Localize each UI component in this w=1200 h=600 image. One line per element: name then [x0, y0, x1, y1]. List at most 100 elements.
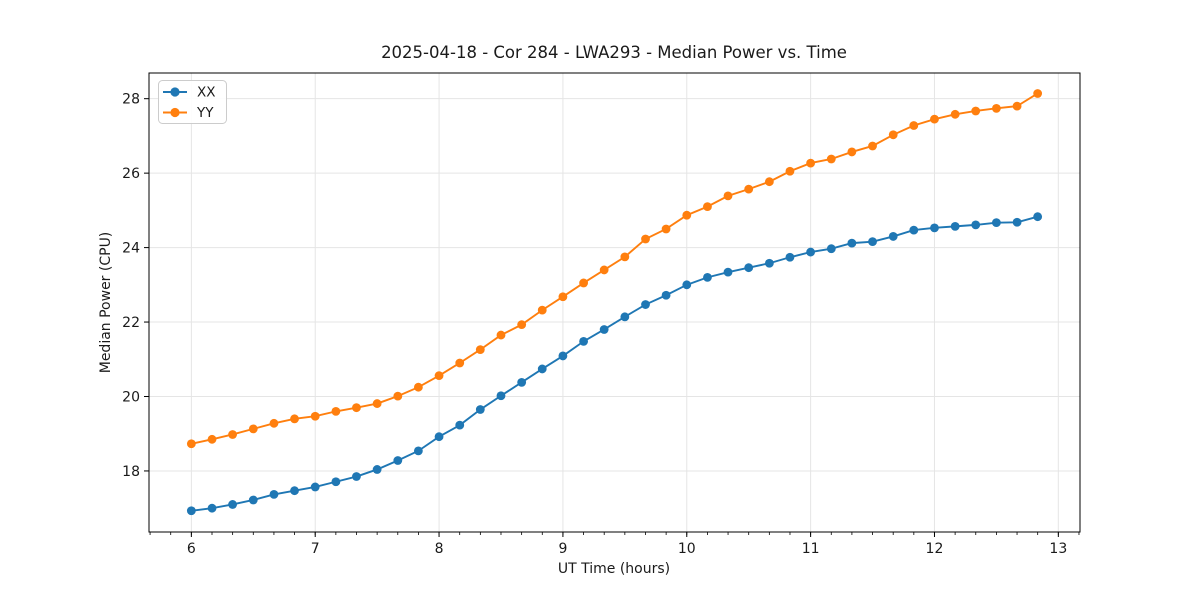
series-xx-marker — [1012, 217, 1022, 227]
series-xx-marker — [930, 223, 939, 233]
series-yy-marker — [744, 184, 754, 194]
series-yy-marker — [455, 358, 465, 368]
series-yy-marker — [764, 177, 774, 187]
series-yy-marker — [496, 330, 506, 340]
series-xx-marker — [537, 364, 547, 374]
series-xx — [186, 212, 1043, 516]
series-yy-marker — [579, 278, 588, 288]
series-xx-marker — [413, 446, 423, 456]
legend-label-yy: YY — [196, 105, 214, 121]
series-xx-marker — [496, 391, 506, 401]
gridlines-layer — [149, 73, 1080, 532]
series-xx-marker — [207, 503, 217, 513]
series-xx-marker — [455, 420, 465, 430]
series-yy-marker — [888, 130, 898, 140]
legend-marker-yy — [170, 107, 180, 118]
series-xx-marker — [764, 258, 774, 268]
series-xx-marker — [826, 244, 836, 254]
series-yy-marker — [186, 439, 196, 449]
series-xx-marker — [785, 252, 795, 262]
series-xx-marker — [475, 405, 485, 414]
x-tick-label-7: 7 — [311, 541, 320, 557]
y-tick-label-24: 24 — [122, 241, 140, 257]
series-yy-marker — [682, 210, 692, 220]
series-yy-marker — [785, 166, 795, 176]
series-yy-marker — [558, 292, 568, 302]
series-xx-marker — [331, 477, 341, 487]
series-yy-marker — [723, 191, 733, 201]
series-yy-marker — [950, 109, 960, 119]
series-yy-marker — [290, 414, 299, 424]
series-yy-marker — [352, 403, 361, 413]
series-xx-marker — [517, 377, 527, 387]
x-tick-label-10: 10 — [678, 541, 696, 557]
y-axis-label: Median Power (CPU) — [98, 232, 114, 374]
y-tick-label-20: 20 — [122, 389, 140, 405]
series-yy-marker — [620, 252, 630, 262]
legend-marker-xx — [170, 87, 180, 97]
series-xx-marker — [310, 482, 320, 492]
legend-entry-xx: XX — [163, 85, 216, 101]
series-xx-marker — [888, 232, 898, 241]
series-xx-marker — [1033, 212, 1043, 222]
series-yy-marker — [393, 391, 403, 401]
series-yy-marker — [1012, 101, 1022, 111]
series-yy-marker — [826, 154, 836, 164]
series-yy-marker — [847, 147, 857, 157]
series-xx-marker — [579, 337, 588, 346]
series-yy-marker — [434, 371, 444, 381]
series-yy-marker — [537, 305, 547, 315]
series-yy-marker — [909, 121, 919, 130]
series-xx-marker — [868, 237, 877, 247]
x-tick-label-6: 6 — [187, 541, 196, 557]
series-xx-line — [191, 215, 1038, 512]
y-tick-label-22: 22 — [122, 315, 140, 331]
series-yy-marker — [248, 424, 258, 434]
series-xx-marker — [744, 263, 754, 273]
series-xx-marker — [186, 506, 196, 516]
x-tick-label-8: 8 — [435, 541, 444, 557]
series-xx-marker — [641, 300, 650, 309]
series-layer — [186, 89, 1043, 516]
legend-box — [158, 80, 227, 124]
series-xx-marker — [703, 272, 712, 282]
series-yy-marker — [599, 265, 609, 275]
plot-border — [148, 72, 1081, 533]
series-xx-marker — [971, 220, 981, 230]
x-tick-label-11: 11 — [802, 541, 820, 557]
y-tick-label-26: 26 — [122, 166, 140, 182]
series-xx-marker — [991, 218, 1001, 228]
series-yy-marker — [413, 382, 423, 392]
series-yy-marker — [310, 411, 320, 421]
y-tick-label-18: 18 — [122, 464, 140, 480]
series-yy-marker — [868, 141, 877, 151]
ticks-layer: 6 7 8 9 10 11 12 13 18 20 22 24 26 28 — [122, 92, 1080, 557]
series-xx-marker — [290, 486, 299, 496]
series-yy-marker — [806, 158, 816, 168]
chart-title: 2025-04-18 - Cor 284 - LWA293 - Median P… — [381, 43, 847, 62]
series-xx-marker — [393, 456, 403, 465]
series-xx-marker — [372, 465, 382, 474]
series-yy-marker — [991, 103, 1001, 113]
series-xx-marker — [682, 280, 692, 290]
series-yy-marker — [269, 418, 279, 428]
x-axis-label: UT Time (hours) — [558, 561, 670, 577]
series-yy-marker — [703, 202, 712, 212]
series-yy-marker — [517, 320, 527, 330]
series-xx-marker — [269, 490, 279, 499]
legend-label-xx: XX — [197, 85, 216, 101]
series-yy-marker — [1033, 89, 1043, 98]
series-yy-marker — [930, 114, 939, 124]
series-xx-marker — [909, 225, 919, 235]
series-yy-marker — [641, 234, 650, 244]
series-xx-marker — [599, 325, 609, 334]
series-yy-marker — [372, 399, 382, 408]
series-yy-marker — [331, 406, 341, 416]
series-yy-marker — [475, 345, 485, 354]
series-xx-marker — [228, 500, 238, 509]
series-xx-marker — [950, 221, 960, 231]
legend: XX YY — [158, 80, 227, 124]
series-yy-marker — [207, 434, 217, 444]
